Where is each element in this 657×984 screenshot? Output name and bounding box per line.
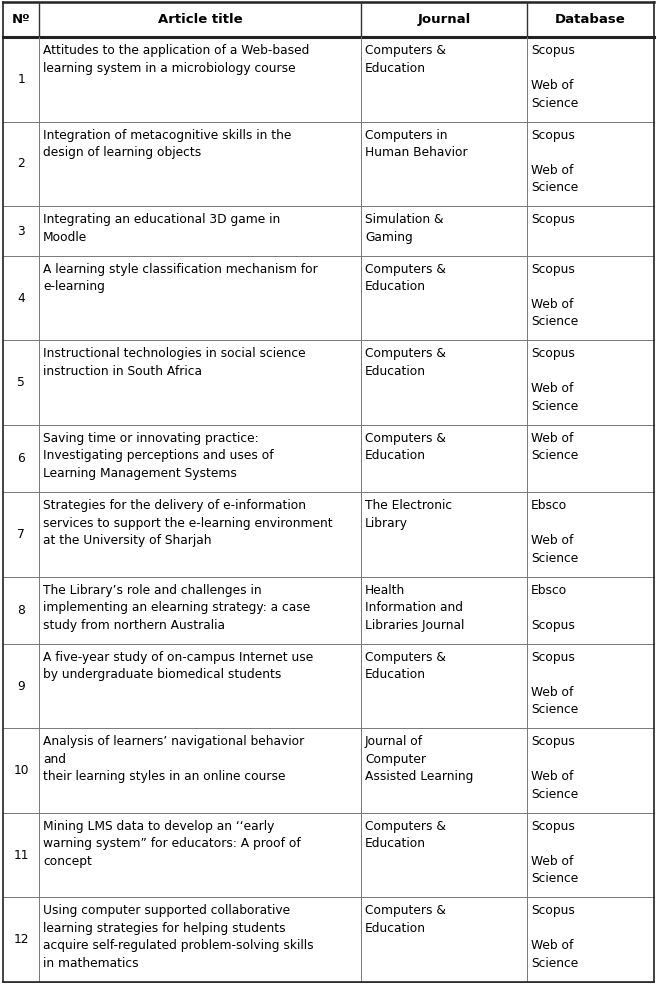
Text: Scopus

Web of
Science: Scopus Web of Science: [531, 347, 578, 413]
Text: Ebsco

Scopus: Ebsco Scopus: [531, 584, 575, 632]
Text: Article title: Article title: [158, 13, 242, 26]
Text: 12: 12: [13, 933, 29, 947]
Text: The Library’s role and challenges in
implementing an elearning strategy: a case
: The Library’s role and challenges in imp…: [43, 584, 310, 632]
Text: 5: 5: [17, 376, 25, 390]
Text: A learning style classification mechanism for
e-learning: A learning style classification mechanis…: [43, 263, 318, 293]
Text: Ebsco

Web of
Science: Ebsco Web of Science: [531, 499, 578, 565]
Text: Web of
Science: Web of Science: [531, 432, 578, 462]
Text: Saving time or innovating practice:
Investigating perceptions and uses of
Learni: Saving time or innovating practice: Inve…: [43, 432, 273, 480]
Text: 7: 7: [17, 528, 25, 541]
Text: 6: 6: [17, 452, 25, 465]
Text: Computers &
Education: Computers & Education: [365, 820, 446, 850]
Text: Computers &
Education: Computers & Education: [365, 44, 446, 75]
Text: Computers &
Education: Computers & Education: [365, 904, 446, 935]
Text: A five-year study of on-campus Internet use
by undergraduate biomedical students: A five-year study of on-campus Internet …: [43, 650, 313, 681]
Text: 11: 11: [13, 849, 29, 862]
Text: The Electronic
Library: The Electronic Library: [365, 499, 452, 529]
Text: Using computer supported collaborative
learning strategies for helping students
: Using computer supported collaborative l…: [43, 904, 313, 970]
Text: 1: 1: [17, 73, 25, 86]
Text: Computers &
Education: Computers & Education: [365, 347, 446, 378]
Text: Health
Information and
Libraries Journal: Health Information and Libraries Journal: [365, 584, 464, 632]
Text: Strategies for the delivery of e-information
services to support the e-learning : Strategies for the delivery of e-informa…: [43, 499, 332, 547]
Text: Integration of metacognitive skills in the
design of learning objects: Integration of metacognitive skills in t…: [43, 129, 291, 159]
Text: Computers &
Education: Computers & Education: [365, 432, 446, 462]
Text: 8: 8: [17, 604, 25, 617]
Text: Instructional technologies in social science
instruction in South Africa: Instructional technologies in social sci…: [43, 347, 306, 378]
Text: Mining LMS data to develop an ‘‘early
warning system” for educators: A proof of
: Mining LMS data to develop an ‘‘early wa…: [43, 820, 301, 868]
Text: Journal: Journal: [417, 13, 470, 26]
Text: 4: 4: [17, 291, 25, 305]
Text: Integrating an educational 3D game in
Moodle: Integrating an educational 3D game in Mo…: [43, 214, 281, 244]
Text: Database: Database: [555, 13, 625, 26]
Text: 10: 10: [13, 765, 29, 777]
Text: Computers &
Education: Computers & Education: [365, 263, 446, 293]
Text: Computers in
Human Behavior: Computers in Human Behavior: [365, 129, 468, 159]
Text: Analysis of learners’ navigational behavior
and
their learning styles in an onli: Analysis of learners’ navigational behav…: [43, 735, 304, 783]
Text: Scopus

Web of
Science: Scopus Web of Science: [531, 263, 578, 329]
Text: Attitudes to the application of a Web-based
learning system in a microbiology co: Attitudes to the application of a Web-ba…: [43, 44, 309, 75]
Text: Scopus

Web of
Science: Scopus Web of Science: [531, 904, 578, 970]
Text: Scopus

Web of
Science: Scopus Web of Science: [531, 44, 578, 109]
Text: Scopus

Web of
Science: Scopus Web of Science: [531, 735, 578, 801]
Text: Scopus

Web of
Science: Scopus Web of Science: [531, 820, 578, 886]
Text: Simulation &
Gaming: Simulation & Gaming: [365, 214, 443, 244]
Text: Scopus

Web of
Science: Scopus Web of Science: [531, 650, 578, 716]
Text: Scopus: Scopus: [531, 214, 575, 226]
Text: Scopus

Web of
Science: Scopus Web of Science: [531, 129, 578, 194]
Text: Computers &
Education: Computers & Education: [365, 650, 446, 681]
Text: Nº: Nº: [12, 13, 30, 26]
Text: Journal of
Computer
Assisted Learning: Journal of Computer Assisted Learning: [365, 735, 473, 783]
Text: 3: 3: [17, 224, 25, 237]
Text: 2: 2: [17, 157, 25, 170]
Text: 9: 9: [17, 680, 25, 693]
